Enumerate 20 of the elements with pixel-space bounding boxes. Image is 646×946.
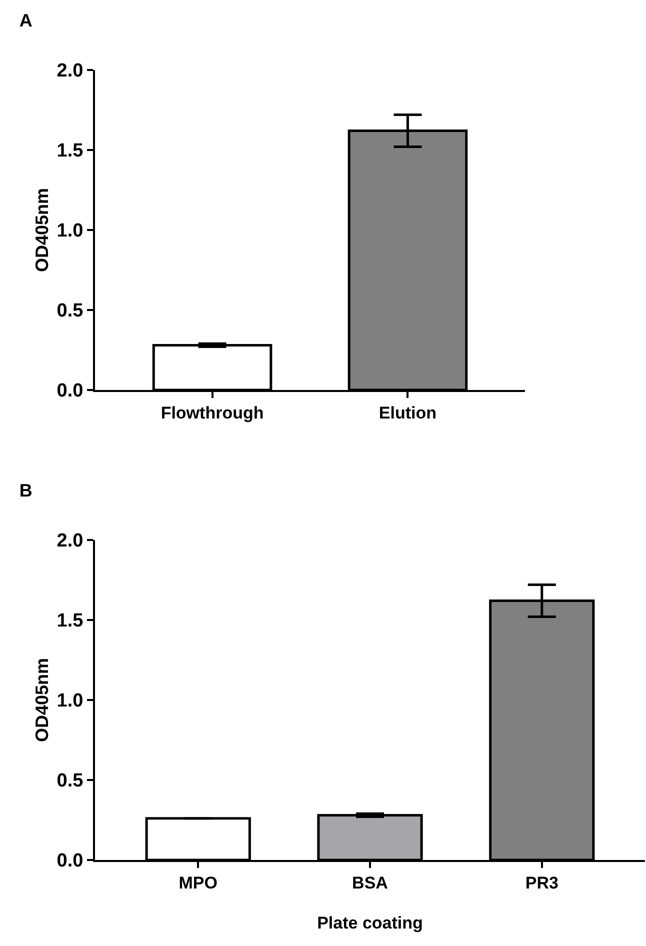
y-tick-label: 0.5 — [56, 770, 84, 792]
y-axis-title: OD405nm — [32, 188, 52, 272]
y-tick-label: 1.5 — [56, 610, 84, 632]
x-axis-title: Plate coating — [317, 913, 423, 932]
x-tick-label: BSA — [352, 873, 388, 892]
y-tick-label: 2.0 — [56, 60, 84, 82]
x-tick-label: MPO — [178, 873, 218, 892]
x-tick-label: Flowthrough — [160, 403, 264, 422]
x-tick-label: PR3 — [525, 873, 558, 892]
y-tick-label: 0.5 — [56, 300, 84, 322]
y-tick-label: 0.0 — [56, 380, 84, 402]
y-axis-title: OD405nm — [32, 658, 52, 742]
y-tick-label: 1.0 — [56, 690, 84, 712]
x-tick-label: Elution — [378, 403, 437, 422]
y-tick-label: 1.5 — [56, 140, 84, 162]
chart-title: B — [19, 480, 32, 501]
y-tick-label: 2.0 — [56, 530, 84, 552]
chart-title: A — [19, 10, 32, 31]
y-tick-label: 1.0 — [56, 220, 84, 242]
y-tick-label: 0.0 — [56, 850, 84, 872]
